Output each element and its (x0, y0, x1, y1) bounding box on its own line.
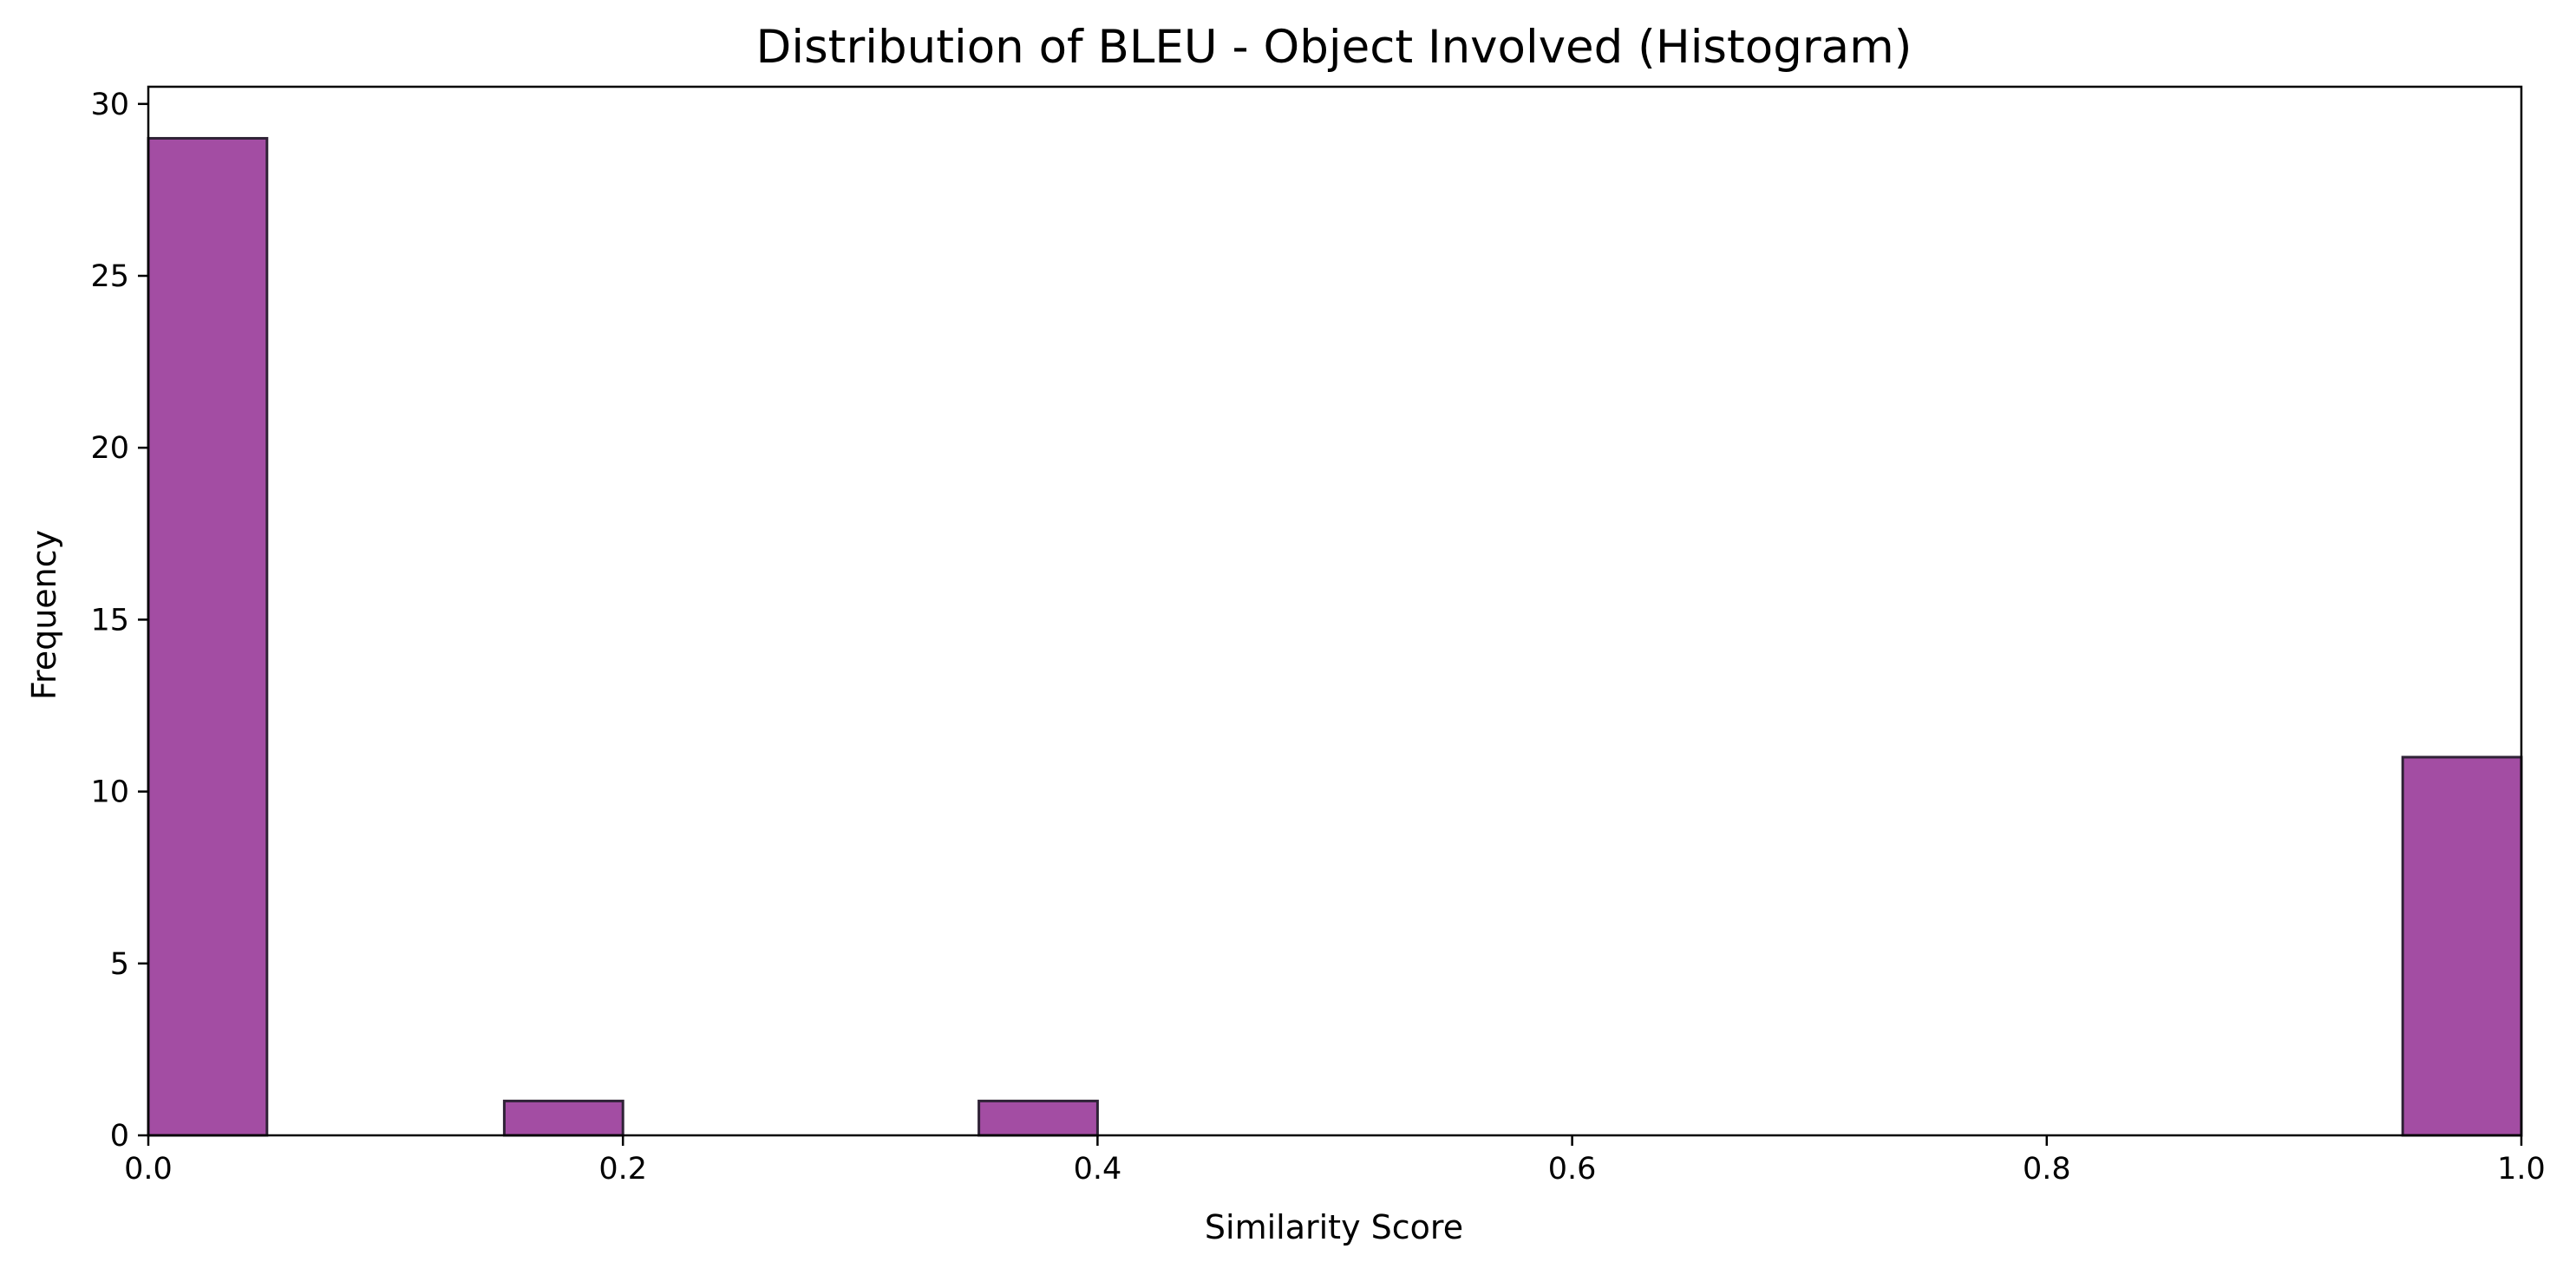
bars-layer (147, 136, 2523, 1137)
chart-title: Distribution of BLEU - Object Involved (… (756, 21, 1912, 74)
y-axis: 0 5 10 15 20 25 30 (90, 88, 148, 1154)
y-tick-label: 5 (110, 947, 129, 982)
y-axis-label: Frequency (25, 530, 63, 700)
x-tick-label: 0.0 (124, 1152, 173, 1187)
x-tick-label: 0.8 (2023, 1152, 2071, 1187)
x-axis-label: Similarity Score (1205, 1208, 1463, 1246)
histogram-bar (147, 136, 269, 1137)
y-tick-label: 10 (90, 775, 129, 810)
histogram-bar (502, 1099, 624, 1137)
y-tick-label: 0 (110, 1119, 129, 1154)
y-tick-label: 15 (90, 603, 129, 638)
x-tick-label: 0.4 (1074, 1152, 1122, 1187)
histogram-bar (2401, 755, 2523, 1137)
x-axis: 0.0 0.2 0.4 0.6 0.8 1.0 (124, 1135, 2546, 1187)
x-tick-label: 0.6 (1548, 1152, 1597, 1187)
y-tick-label: 30 (90, 88, 129, 122)
x-tick-label: 1.0 (2497, 1152, 2546, 1187)
y-tick-label: 25 (90, 259, 129, 294)
y-tick-label: 20 (90, 431, 129, 466)
histogram-bar (977, 1099, 1099, 1137)
plot-frame (147, 85, 2523, 1137)
x-tick-label: 0.2 (598, 1152, 647, 1187)
